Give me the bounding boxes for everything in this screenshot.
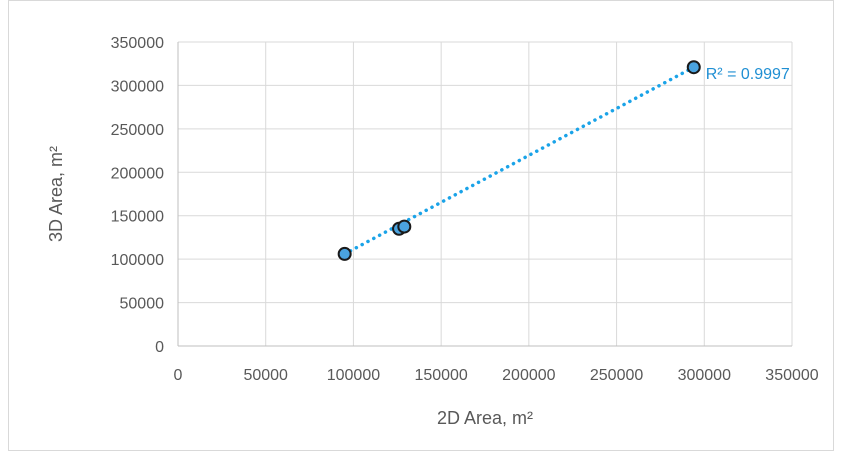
axes — [177, 42, 792, 347]
y-axis-title: 3D Area, m² — [46, 146, 66, 242]
x-tick-label: 0 — [174, 367, 183, 384]
x-tick-label: 50000 — [243, 367, 288, 384]
x-tick-label: 250000 — [590, 367, 643, 384]
x-axis-title: 2D Area, m² — [437, 408, 533, 428]
x-tick-label: 100000 — [327, 367, 380, 384]
x-tick-label: 200000 — [502, 367, 555, 384]
y-tick-label: 200000 — [111, 165, 164, 182]
data-points — [337, 60, 701, 261]
y-tick-labels: 0 50000 100000 150000 200000 250000 300000 3500… — [111, 35, 164, 356]
grid-lines — [178, 41, 793, 346]
y-tick-label: 50000 — [120, 296, 165, 313]
y-tick-label: 350000 — [111, 35, 164, 52]
y-tick-label: 150000 — [111, 209, 164, 226]
x-tick-label: 150000 — [414, 367, 467, 384]
x-tick-labels: 0 50000 100000 150000 200000 250000 300000 3500… — [174, 367, 819, 384]
y-tick-label: 0 — [155, 339, 164, 356]
y-tick-label: 300000 — [111, 78, 164, 95]
y-tick-label: 250000 — [111, 122, 164, 139]
data-point — [686, 60, 701, 75]
x-tick-label: 300000 — [678, 367, 731, 384]
y-tick-label: 100000 — [111, 252, 164, 269]
data-point — [337, 246, 352, 261]
r-squared-label: R² = 0.9997 — [706, 66, 790, 83]
chart-frame — [8, 0, 834, 451]
data-point — [397, 219, 412, 234]
x-tick-label: 350000 — [765, 367, 818, 384]
